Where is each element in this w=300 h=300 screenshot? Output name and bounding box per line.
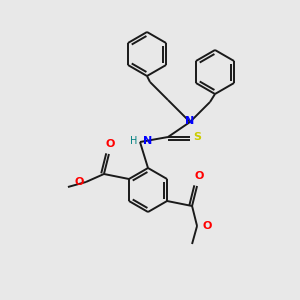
Text: O: O xyxy=(105,139,115,149)
Text: H: H xyxy=(130,136,137,146)
Text: O: O xyxy=(75,177,84,187)
Text: O: O xyxy=(202,221,212,231)
Text: O: O xyxy=(194,171,204,181)
Text: N: N xyxy=(185,116,195,126)
Text: S: S xyxy=(193,132,201,142)
Text: N: N xyxy=(143,136,152,146)
